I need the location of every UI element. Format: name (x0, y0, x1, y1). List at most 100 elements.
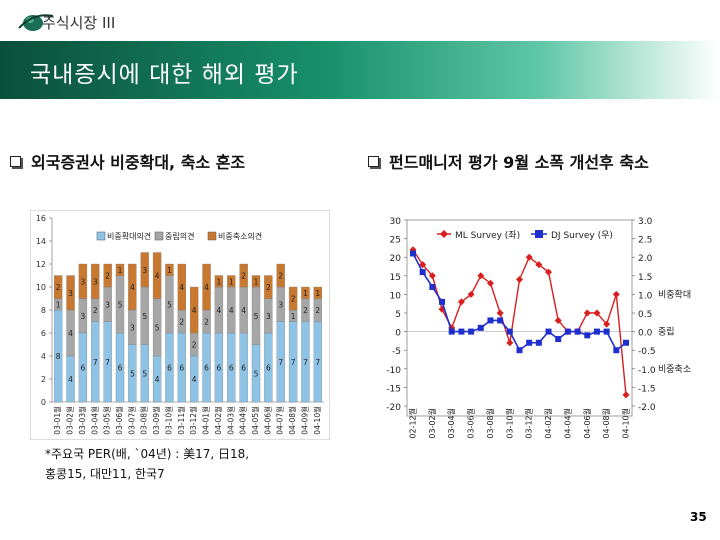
x-tick-label: 03-07월 (126, 406, 136, 435)
bar-data-label: 6 (241, 364, 246, 373)
bar-data-label: 2 (179, 318, 184, 327)
bar-data-label: 3 (93, 277, 98, 286)
dj-survey-point (506, 328, 513, 335)
x-tick-label: 03-05월 (102, 406, 112, 435)
bar-data-label: 2 (241, 272, 246, 281)
bar-data-label: 4 (217, 306, 222, 315)
dj-survey-point (603, 328, 610, 335)
ml-survey-point (535, 261, 543, 269)
bar-data-label: 1 (229, 277, 234, 286)
bar-underweight (214, 275, 224, 288)
bar-data-label: 5 (130, 369, 135, 378)
ml-survey-point (545, 268, 553, 276)
right-y-tick-label: 0.0 (638, 329, 653, 339)
legend-swatch-neutral (154, 231, 164, 241)
bar-underweight (152, 252, 162, 299)
ml-survey-point (593, 309, 601, 317)
right-heading: 펀드매니저 평가 9월 소폭 개선후 축소 (368, 152, 713, 174)
ml-survey-point (486, 279, 494, 287)
x-tick-label: 04-02월 (543, 408, 553, 439)
bar-data-label: 4 (204, 283, 209, 292)
bar-data-label: 3 (278, 300, 283, 309)
bar-data-label: 6 (266, 364, 271, 373)
x-tick-label: 03-06월 (466, 408, 476, 439)
right-y-tick-label: 3.0 (638, 217, 653, 227)
dj-survey-point (623, 339, 629, 346)
bar-underweight (91, 263, 100, 299)
ml-survey-point (477, 272, 485, 280)
y-tick-label: 0 (41, 398, 46, 407)
bar-data-label: 8 (56, 352, 61, 361)
right-y-tick-label: -1.0 (638, 366, 656, 376)
x-tick-label: 03-03월 (77, 406, 87, 435)
ml-survey-point (583, 309, 591, 317)
bar-data-label: 4 (192, 375, 197, 384)
bar-data-label: 2 (291, 295, 296, 304)
x-tick-label: 04-05월 (250, 406, 260, 435)
bar-underweight (264, 275, 273, 299)
right-y-tick-label: 1.0 (638, 291, 653, 301)
footnote-line-1: *주요국 PER(배, `04년) : 美17, 日18, (45, 447, 250, 461)
dj-survey-point (439, 298, 446, 305)
bar-data-label: 2 (192, 341, 197, 350)
y-tick-label: 14 (36, 237, 46, 246)
y-tick-label: 12 (36, 260, 46, 269)
bar-data-label: 7 (105, 358, 110, 367)
bar-data-label: 2 (315, 306, 320, 315)
bar-data-label: 3 (81, 312, 86, 321)
bar-underweight (115, 263, 125, 276)
bar-data-label: 7 (278, 358, 283, 367)
bar-data-label: 6 (217, 364, 222, 373)
right-y-tick-label: -2.0 (638, 403, 656, 413)
y-tick-label: 2 (41, 375, 46, 384)
checkbox-bullet-icon (368, 156, 379, 167)
x-tick-label: 03-10월 (504, 408, 514, 439)
underweight-side-label: 비중축소 (658, 364, 691, 375)
section-header-title: 주식시장 III (42, 14, 116, 32)
bar-data-label: 6 (204, 364, 209, 373)
bar-data-label: 3 (105, 300, 110, 309)
ml-survey-point (438, 305, 446, 313)
left-heading-text: 외국증권사 비중확대, 축소 혼조 (31, 153, 246, 172)
x-tick-label: 04-04월 (238, 406, 248, 435)
left-heading: 외국증권사 비중확대, 축소 혼조 (10, 152, 245, 174)
left-y-tick-label: 25 (390, 236, 401, 246)
x-tick-label: 04-08월 (287, 406, 297, 435)
y-tick-label: 8 (41, 306, 46, 315)
legend-label-ml: ML Survey (좌) (455, 230, 520, 241)
y-tick-label: 4 (41, 352, 46, 361)
ml-survey-point (516, 276, 523, 284)
bar-data-label: 4 (192, 306, 197, 315)
x-tick-label: 04-02월 (213, 406, 223, 435)
bar-underweight (276, 263, 285, 288)
ml-survey-point (419, 261, 427, 269)
dj-survey-point (584, 332, 591, 339)
globe-swoosh-icon (18, 14, 54, 31)
bar-data-label: 3 (81, 277, 86, 286)
ml-survey-point (457, 298, 465, 306)
bar-data-label: 6 (81, 364, 86, 373)
bar-underweight (251, 275, 261, 288)
left-y-tick-label: -20 (386, 403, 401, 413)
bar-data-label: 7 (93, 358, 98, 367)
slide-title: 국내증시에 대한 해외 평가 (30, 62, 299, 88)
bar-legend: 비중확대의견 중립의견 비중축소의견 (96, 231, 262, 241)
x-tick-label: 04-07월 (275, 406, 285, 435)
x-tick-label: 03-04월 (89, 406, 99, 435)
bar-underweight (128, 263, 137, 311)
left-y-tick-label: 5 (395, 310, 401, 320)
dj-survey-point (593, 328, 600, 335)
x-tick-label: 04-10월 (312, 406, 322, 435)
right-y-tick-label: 2.0 (638, 254, 653, 264)
bar-data-label: 1 (303, 289, 308, 298)
legend-marker-ml (440, 230, 448, 238)
bar-data-label: 2 (56, 283, 61, 292)
left-y-tick-label: -15 (386, 384, 401, 394)
bar-data-label: 3 (142, 266, 147, 275)
ml-survey-point (496, 309, 504, 317)
footnote-line-2: 홍콩15, 대만11, 한국7 (45, 467, 165, 481)
x-tick-label: 03-06월 (114, 406, 124, 435)
bar-underweight (288, 286, 298, 311)
dj-survey-point (458, 328, 465, 335)
